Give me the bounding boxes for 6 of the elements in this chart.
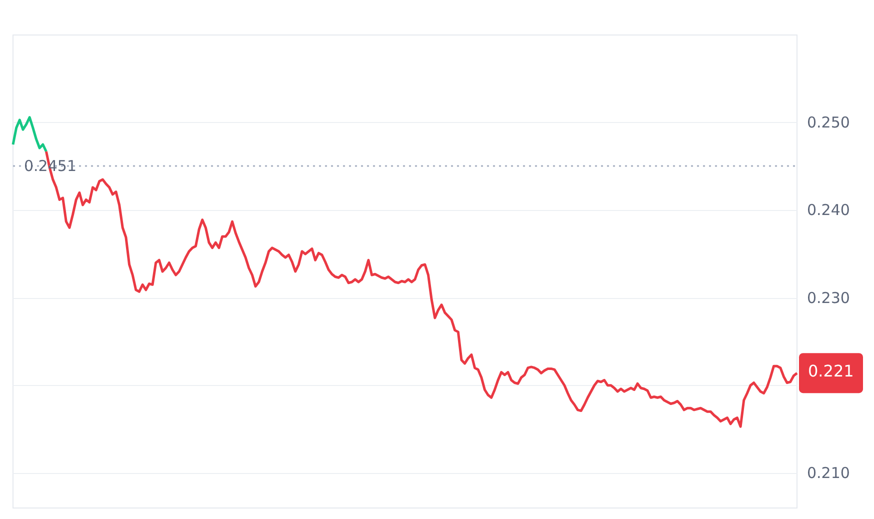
y-tick-label: 0.210 bbox=[807, 464, 850, 482]
y-tick-label: 0.230 bbox=[807, 288, 850, 307]
line-series bbox=[12, 116, 48, 153]
text: 0.221 bbox=[808, 362, 854, 381]
y-tick-label: 0.240 bbox=[807, 201, 850, 220]
y-tick-label: 0.250 bbox=[807, 114, 850, 132]
